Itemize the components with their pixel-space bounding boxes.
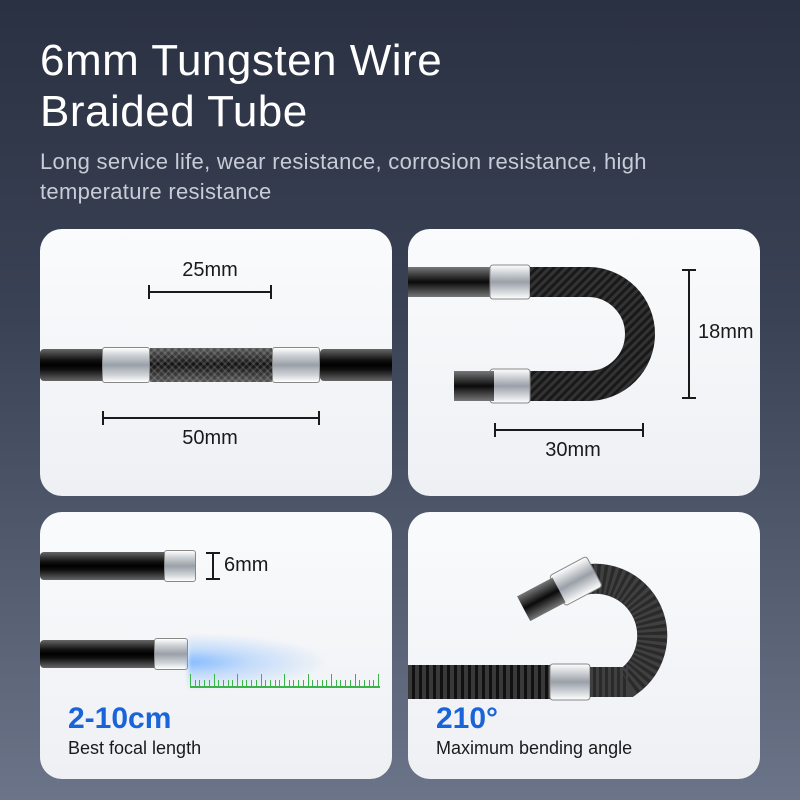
dim-tick <box>102 411 104 425</box>
panel-bend-angle: 210° Maximum bending angle <box>408 512 760 779</box>
dim-tick <box>148 285 150 299</box>
dim-6mm-label: 6mm <box>224 554 268 577</box>
dim-25mm-label: 25mm <box>160 259 260 282</box>
dim-tick <box>642 423 644 437</box>
spec-grid: 25mm 50mm <box>40 229 760 779</box>
dim-tick <box>494 423 496 437</box>
dim-tick <box>682 269 696 271</box>
ferrule-tip-bottom <box>154 638 188 670</box>
tube-sample-top <box>40 552 170 580</box>
focal-value: 2-10cm <box>68 702 171 736</box>
panel-dimensions-straight: 25mm 50mm <box>40 229 392 496</box>
page-title: 6mm Tungsten Wire Braided Tube <box>40 36 760 137</box>
dim-50mm-label: 50mm <box>160 427 260 450</box>
ferrule-left <box>102 347 150 383</box>
bend-value: 210° <box>436 702 498 736</box>
ferrule-right <box>272 347 320 383</box>
dim-30mm-label: 30mm <box>538 439 608 462</box>
panel-dimensions-bend: 18mm 30mm <box>408 229 760 496</box>
focal-ruler <box>190 668 380 688</box>
dim-tick <box>682 397 696 399</box>
focal-label: Best focal length <box>68 738 201 759</box>
dim-tick <box>206 578 220 580</box>
dim-tick <box>206 552 220 554</box>
dim-6mm-line <box>212 552 214 580</box>
tube-segment-right <box>320 349 392 381</box>
dim-25mm-line <box>148 291 272 293</box>
dim-18mm-line <box>688 269 690 399</box>
title-line-2: Braided Tube <box>40 87 308 136</box>
bend-label: Maximum bending angle <box>436 738 632 759</box>
title-line-1: 6mm Tungsten Wire <box>40 36 442 85</box>
page-subtitle: Long service life, wear resistance, corr… <box>40 147 760 206</box>
ferrule-tip-top <box>164 550 196 582</box>
panel-focal-length: 6mm 2-10cm Best focal length <box>40 512 392 779</box>
dim-50mm-line <box>102 417 320 419</box>
dim-18mm-label: 18mm <box>698 321 754 344</box>
tube-segment-left <box>40 349 110 381</box>
dim-tick <box>318 411 320 425</box>
dim-30mm-line <box>494 429 644 431</box>
dim-tick <box>270 285 272 299</box>
tube-sample-bottom <box>40 640 160 668</box>
braided-section <box>150 348 272 382</box>
